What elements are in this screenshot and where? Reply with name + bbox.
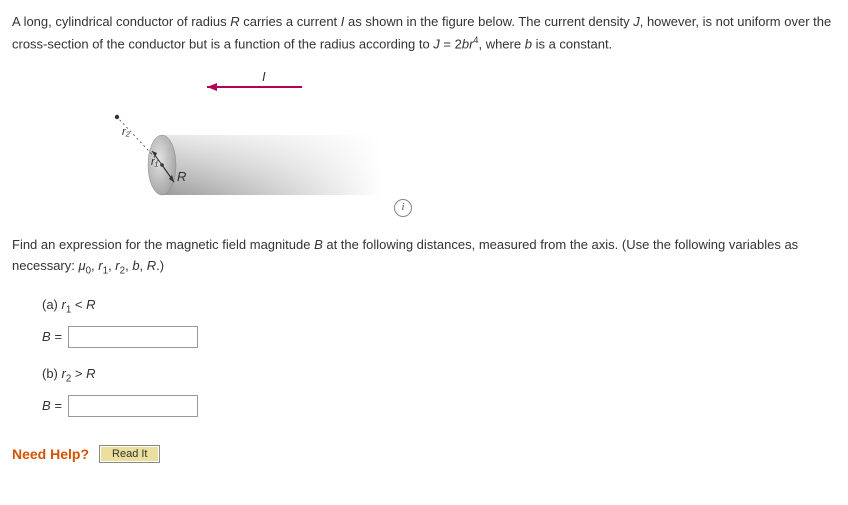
r2-point xyxy=(115,115,119,119)
info-icon[interactable]: i xyxy=(394,199,412,217)
part-b: (b) r2 > R B = xyxy=(42,364,836,417)
cylinder-fade xyxy=(162,135,382,195)
part-a: (a) r1 < R B = xyxy=(42,295,836,348)
need-help-label: Need Help? xyxy=(12,443,89,465)
part-b-lhs: B = xyxy=(42,396,62,417)
part-b-label: (b) r2 > R xyxy=(42,364,836,387)
current-arrow-head xyxy=(207,83,217,91)
r2-label: r₂ xyxy=(122,126,131,138)
cylinder-figure: I R r₁ r₂ i xyxy=(72,65,412,225)
read-it-button[interactable]: Read It xyxy=(99,445,160,463)
question-intro: Find an expression for the magnetic fiel… xyxy=(12,235,836,279)
cylinder-svg: I R r₁ r₂ xyxy=(72,65,412,225)
radius-r-label: R xyxy=(177,169,186,184)
part-a-input[interactable] xyxy=(68,326,198,348)
problem-statement: A long, cylindrical conductor of radius … xyxy=(12,12,836,55)
part-b-input[interactable] xyxy=(68,395,198,417)
part-a-lhs: B = xyxy=(42,327,62,348)
part-a-label: (a) r1 < R xyxy=(42,295,836,318)
current-label: I xyxy=(262,69,266,84)
